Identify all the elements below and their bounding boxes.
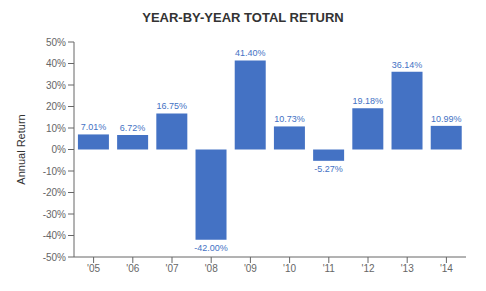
svg-text:20%: 20% [46, 101, 66, 112]
svg-text:-5.27%: -5.27% [314, 164, 343, 174]
svg-text:'13: '13 [401, 263, 414, 274]
svg-text:-50%: -50% [43, 252, 66, 263]
svg-text:10%: 10% [46, 123, 66, 134]
svg-text:7.01%: 7.01% [81, 122, 107, 132]
svg-text:6.72%: 6.72% [120, 123, 146, 133]
svg-text:10.73%: 10.73% [274, 114, 305, 124]
svg-text:30%: 30% [46, 80, 66, 91]
svg-text:-42.00%: -42.00% [194, 243, 228, 253]
svg-text:50%: 50% [46, 37, 66, 48]
svg-text:'05: '05 [87, 263, 100, 274]
svg-text:'09: '09 [244, 263, 257, 274]
svg-text:-30%: -30% [43, 209, 66, 220]
svg-text:'06: '06 [126, 263, 139, 274]
svg-text:'14: '14 [440, 263, 453, 274]
svg-text:16.75%: 16.75% [157, 101, 188, 111]
svg-text:10.99%: 10.99% [431, 114, 462, 124]
svg-text:'08: '08 [205, 263, 218, 274]
svg-text:-40%: -40% [43, 230, 66, 241]
svg-text:'07: '07 [165, 263, 178, 274]
svg-text:0%: 0% [52, 144, 67, 155]
svg-text:'12: '12 [361, 263, 374, 274]
svg-text:19.18%: 19.18% [353, 96, 384, 106]
svg-text:'11: '11 [323, 263, 336, 274]
html-text:YEAR-BY-YEAR TOTAL RETURN: YEAR-BY-YEAR TOTAL RETURN [142, 10, 344, 25]
svg-text:41.40%: 41.40% [235, 48, 266, 58]
svg-text:36.14%: 36.14% [392, 60, 423, 70]
svg-text:Annual Return: Annual Return [15, 114, 27, 184]
svg-text:-10%: -10% [43, 166, 66, 177]
svg-text:40%: 40% [46, 58, 66, 69]
svg-text:'10: '10 [283, 263, 296, 274]
svg-text:-20%: -20% [43, 187, 66, 198]
